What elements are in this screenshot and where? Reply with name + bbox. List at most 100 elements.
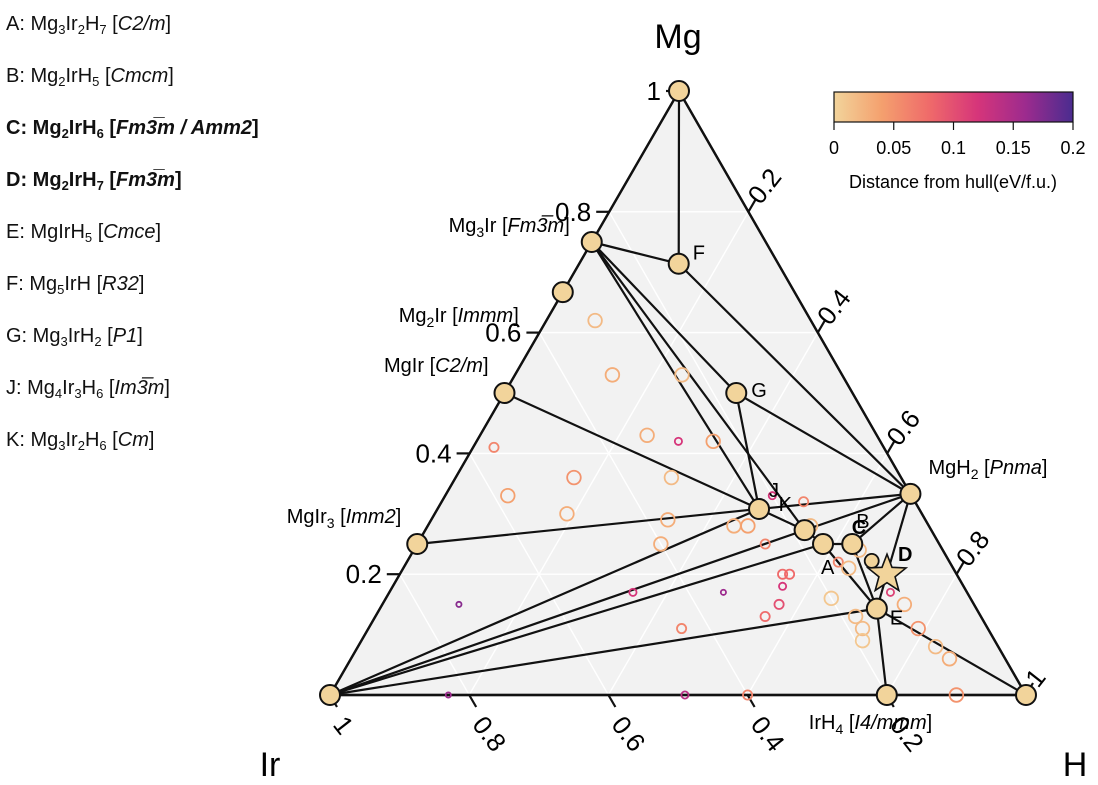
tick-mark-h bbox=[955, 561, 965, 575]
tie-line bbox=[328, 507, 761, 697]
formula-subscript: 5 bbox=[92, 74, 100, 89]
formula-element: Mg bbox=[29, 273, 58, 295]
colorbar: 0 0.05 0.1 0.15 0.2 Distance from hull(eV/f.… bbox=[829, 91, 1086, 192]
formula-element: Mg bbox=[30, 13, 59, 35]
tick-label-ir: 0.8 bbox=[466, 710, 512, 757]
phase-label: J bbox=[769, 480, 779, 502]
tie-line bbox=[328, 607, 878, 697]
unstable-phase-point bbox=[604, 367, 621, 383]
tie-line bbox=[757, 492, 912, 511]
colorbar-tick-label: 0.2 bbox=[1060, 138, 1085, 158]
formula-subscript: 5 bbox=[84, 230, 93, 245]
legend-item: K: Mg3Ir2H6 [Cm] bbox=[6, 429, 155, 453]
formula-element: H bbox=[84, 13, 100, 35]
tie-line bbox=[416, 507, 761, 546]
formula-element: Ir bbox=[65, 13, 78, 35]
legend-key: E: bbox=[6, 221, 31, 243]
formula-subscript: 2 bbox=[61, 178, 69, 193]
unstable-phase-point bbox=[676, 623, 688, 635]
tick-mark-ir bbox=[468, 694, 478, 708]
space-group: Im3̅m bbox=[114, 377, 165, 399]
formula-element: Mg bbox=[27, 377, 55, 399]
stable-phase-point bbox=[319, 684, 341, 706]
unstable-phase-point bbox=[798, 496, 810, 508]
tick-mark-ir bbox=[746, 694, 756, 708]
stable-phase-point bbox=[551, 281, 574, 304]
formula-element: IrH bbox=[67, 325, 95, 347]
unstable-phase-point bbox=[663, 469, 680, 486]
tie-line bbox=[590, 240, 806, 532]
highlight-phases bbox=[863, 551, 909, 593]
formula-element: Mg bbox=[32, 117, 62, 139]
stable-phase-point bbox=[748, 497, 771, 520]
formula-element: Mg bbox=[30, 65, 59, 87]
formula-element: IrH bbox=[68, 169, 97, 191]
legend-item: G: Mg3IrH2 [P1] bbox=[6, 325, 143, 349]
colorbar-gradient bbox=[833, 91, 1074, 123]
unstable-phase-point bbox=[885, 587, 895, 597]
phase-labels: Mg3​Ir [Fm3̅m] Mg2​Ir [Immm] MgIr [C2/m] Mg… bbox=[287, 214, 1048, 737]
colorbar-label: Distance from hull(eV/f.u.) bbox=[849, 172, 1057, 192]
stable-phase-point bbox=[899, 482, 922, 505]
phase-label: IrH4​ [I4/mmm] bbox=[809, 712, 932, 737]
legend-key: F: bbox=[6, 273, 30, 295]
formula-subscript: 2 bbox=[58, 74, 66, 89]
space-group: Cmce bbox=[103, 221, 156, 243]
tie-line bbox=[803, 492, 912, 532]
tie-line bbox=[875, 607, 888, 697]
tie-line bbox=[590, 240, 738, 395]
formula-element: Mg bbox=[32, 325, 61, 347]
unstable-phases bbox=[444, 312, 965, 703]
corner-label-mg: Mg bbox=[654, 18, 701, 56]
unstable-phase-point bbox=[628, 587, 638, 597]
phase-label: B bbox=[856, 511, 869, 533]
unstable-phase-point bbox=[719, 588, 727, 596]
formula-subscript: 3 bbox=[58, 22, 66, 37]
phase-label: MgIr [C2/m] bbox=[384, 355, 489, 377]
unstable-phase-point bbox=[705, 433, 721, 450]
phase-label: Mg2​Ir [Immm] bbox=[399, 305, 519, 330]
unstable-phase-point bbox=[500, 487, 516, 504]
unstable-phase-point bbox=[777, 568, 789, 580]
stable-phase-point bbox=[725, 382, 748, 404]
stable-phase-point bbox=[667, 252, 690, 275]
unstable-phase-point bbox=[742, 689, 754, 701]
tick-label-ir: 0.6 bbox=[606, 710, 652, 757]
formula-element: Mg bbox=[30, 429, 59, 451]
phase-label: MgH2​ [Pnma] bbox=[928, 457, 1047, 482]
formula-subscript: 6 bbox=[99, 438, 107, 453]
legend-key: G: bbox=[6, 325, 33, 347]
formula-subscript: 2 bbox=[77, 438, 85, 453]
formula-element: Ir bbox=[65, 429, 78, 451]
formula-element: Mg bbox=[32, 169, 62, 191]
tick-label-mg: 0.4 bbox=[415, 438, 451, 468]
formula-subscript: 2 bbox=[94, 334, 102, 349]
tick-label-mg: 1 bbox=[647, 76, 661, 106]
tie-line bbox=[735, 391, 912, 495]
stable-phase-point bbox=[1015, 684, 1037, 706]
unstable-phase-point bbox=[941, 651, 958, 667]
tick-label-h: 0.8 bbox=[950, 525, 996, 572]
tick-mark-ir bbox=[607, 694, 617, 708]
phase-label: G bbox=[751, 380, 767, 402]
formula-element: H bbox=[81, 377, 97, 399]
tie-line bbox=[875, 492, 912, 610]
space-group: P1 bbox=[112, 325, 138, 347]
unstable-phase-point bbox=[784, 568, 796, 580]
legend-key: B: bbox=[6, 65, 31, 87]
colorbar-tick-label: 0.1 bbox=[941, 138, 966, 158]
stable-phase-point bbox=[406, 533, 429, 555]
phase-label: Mg3​Ir [Fm3̅m] bbox=[449, 214, 570, 240]
legend-item: D: Mg2IrH7 [Fm3̅m] bbox=[6, 169, 182, 193]
unstable-phase-point bbox=[444, 691, 452, 699]
highlight-phase-point bbox=[863, 553, 880, 569]
unstable-phase-point bbox=[680, 690, 690, 700]
formula-element: IrH bbox=[64, 273, 92, 295]
unstable-phase-point bbox=[587, 312, 603, 329]
stable-phase-point bbox=[580, 231, 603, 253]
formula-subscript: 3 bbox=[58, 438, 66, 453]
unstable-phase-point bbox=[927, 638, 944, 655]
tick-mark-h bbox=[886, 440, 896, 454]
tick-mark-h bbox=[816, 320, 826, 334]
formula-element: Ir bbox=[62, 377, 75, 399]
